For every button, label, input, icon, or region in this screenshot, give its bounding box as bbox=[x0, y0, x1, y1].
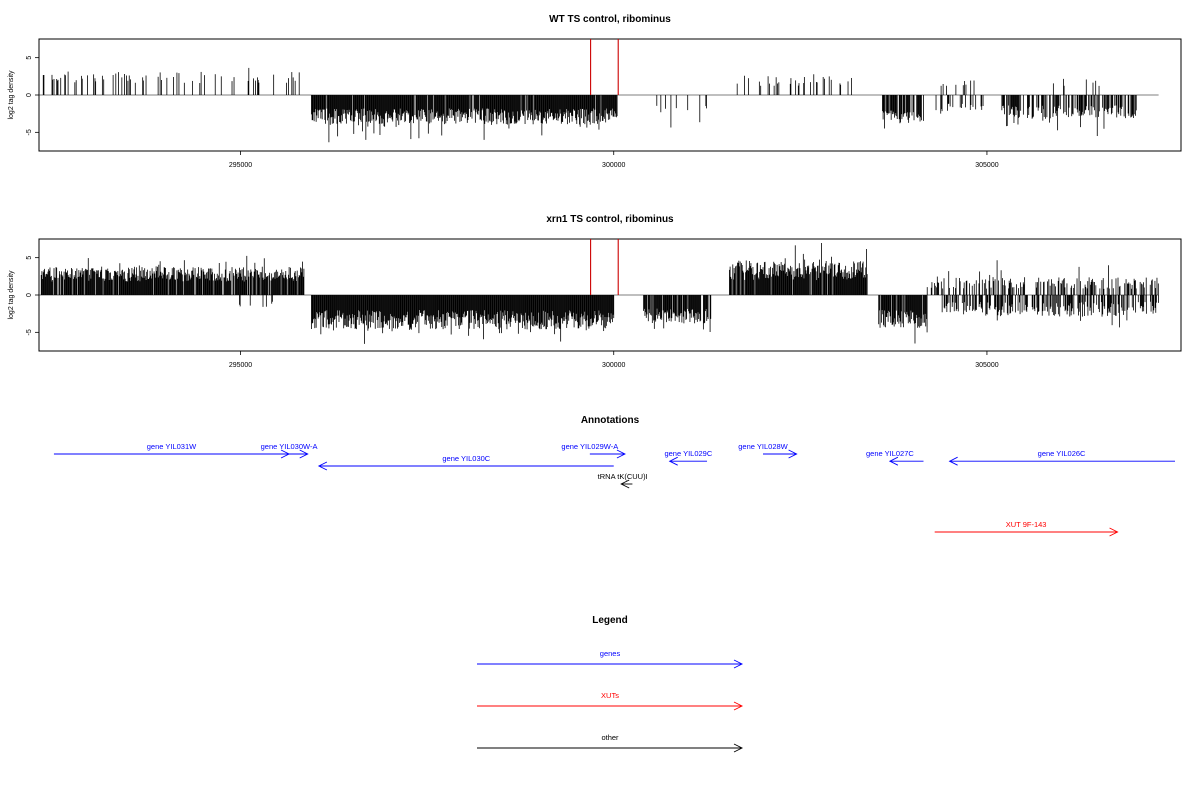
annotation-feature: gene YIL026C bbox=[948, 449, 1175, 466]
annotation-feature-arrow-arrowhead bbox=[888, 456, 899, 466]
legend-entry-label: XUTs bbox=[601, 691, 619, 700]
annotation-feature-arrow-arrowhead bbox=[668, 456, 678, 466]
annotation-feature-label: gene YIL026C bbox=[1038, 449, 1086, 458]
legend-panel: Legend genes XUTs other bbox=[477, 615, 744, 753]
annotation-feature-arrow-arrowhead bbox=[299, 449, 309, 459]
legend-entry-arrow-arrowhead bbox=[733, 743, 744, 753]
wt-bars bbox=[39, 39, 1159, 143]
annotation-feature: gene YIL030W-A bbox=[261, 442, 318, 459]
annotation-feature-label: gene YIL030C bbox=[442, 454, 490, 463]
y-tick-label: -5 bbox=[26, 129, 33, 135]
y-tick-label: 0 bbox=[26, 93, 33, 97]
legend-entries: genes XUTs other bbox=[477, 649, 744, 753]
legend-title: Legend bbox=[592, 615, 628, 626]
y-tick-label: 5 bbox=[26, 56, 33, 60]
legend-entry-label: other bbox=[601, 733, 619, 742]
legend-entry-arrow-arrowhead bbox=[733, 701, 744, 711]
annotation-feature: gene YIL030C bbox=[317, 454, 614, 471]
xrn1-track-title: xrn1 TS control, ribominus bbox=[546, 214, 674, 225]
wt-y-axis-label: log2 tag density bbox=[8, 70, 15, 120]
x-tick-label: 305000 bbox=[975, 362, 998, 369]
y-tick-label: -5 bbox=[26, 329, 33, 335]
x-tick-label: 300000 bbox=[602, 162, 625, 169]
annotation-feature: gene YIL029W-A bbox=[561, 442, 626, 459]
wt-axes: 5 0 -5 295000 300000 305000 bbox=[26, 56, 999, 169]
annotation-feature-label: gene YIL029W-A bbox=[561, 442, 618, 451]
annotation-feature: gene YIL027C bbox=[866, 449, 924, 466]
annotation-feature-label: gene YIL031W bbox=[147, 442, 197, 451]
wt-track-panel: WT TS control, ribominus log2 tag densit… bbox=[8, 14, 1182, 169]
annotation-feature-arrow-arrowhead bbox=[1109, 527, 1119, 537]
annotation-feature-label: XUT 9F-143 bbox=[1006, 520, 1047, 529]
x-tick-label: 305000 bbox=[975, 162, 998, 169]
xrn1-axes: 5 0 -5 295000 300000 305000 bbox=[26, 256, 999, 369]
annotation-feature-label: gene YIL029C bbox=[664, 449, 712, 458]
annotation-feature-arrow-arrowhead bbox=[788, 449, 798, 459]
annotations-title: Annotations bbox=[581, 415, 640, 426]
annotation-feature: tRNA tK(CUU)I bbox=[598, 472, 648, 489]
legend-entry: genes bbox=[477, 649, 744, 669]
x-tick-label: 300000 bbox=[602, 362, 625, 369]
annotation-features: gene YIL031W gene YIL030W-A gene YIL030C ge… bbox=[53, 442, 1175, 537]
legend-entry: other bbox=[477, 733, 744, 753]
annotations-panel: Annotations gene YIL031W gene YIL030W-Age… bbox=[53, 415, 1175, 537]
legend-entry-label: genes bbox=[600, 649, 621, 658]
xrn1-y-axis-label: log2 tag density bbox=[8, 270, 15, 320]
annotation-feature-label: gene YIL028W bbox=[738, 442, 788, 451]
y-tick-label: 0 bbox=[26, 293, 33, 297]
x-tick-label: 295000 bbox=[229, 162, 252, 169]
legend-entry-arrow-arrowhead bbox=[733, 659, 744, 669]
x-tick-label: 295000 bbox=[229, 362, 252, 369]
legend-entry: XUTs bbox=[477, 691, 744, 711]
annotation-feature: gene YIL029C bbox=[664, 449, 713, 466]
annotation-feature: gene YIL028W bbox=[738, 442, 798, 459]
annotation-feature-arrow-arrowhead bbox=[620, 479, 630, 489]
annotation-feature-label: gene YIL030W-A bbox=[261, 442, 318, 451]
annotation-feature: gene YIL031W bbox=[53, 442, 291, 459]
annotation-feature: XUT 9F-143 bbox=[934, 520, 1119, 537]
annotation-feature-label: tRNA tK(CUU)I bbox=[598, 472, 648, 481]
annotation-feature-arrow-arrowhead bbox=[948, 456, 958, 466]
xrn1-track-panel: xrn1 TS control, ribominus log2 tag dens… bbox=[8, 214, 1182, 369]
annotation-feature-arrow-arrowhead bbox=[616, 449, 626, 459]
annotation-feature-arrow-arrowhead bbox=[317, 461, 328, 471]
annotation-feature-label: gene YIL027C bbox=[866, 449, 914, 458]
y-tick-label: 5 bbox=[26, 256, 33, 260]
wt-track-title: WT TS control, ribominus bbox=[549, 14, 671, 25]
xrn1-bars bbox=[39, 239, 1159, 344]
